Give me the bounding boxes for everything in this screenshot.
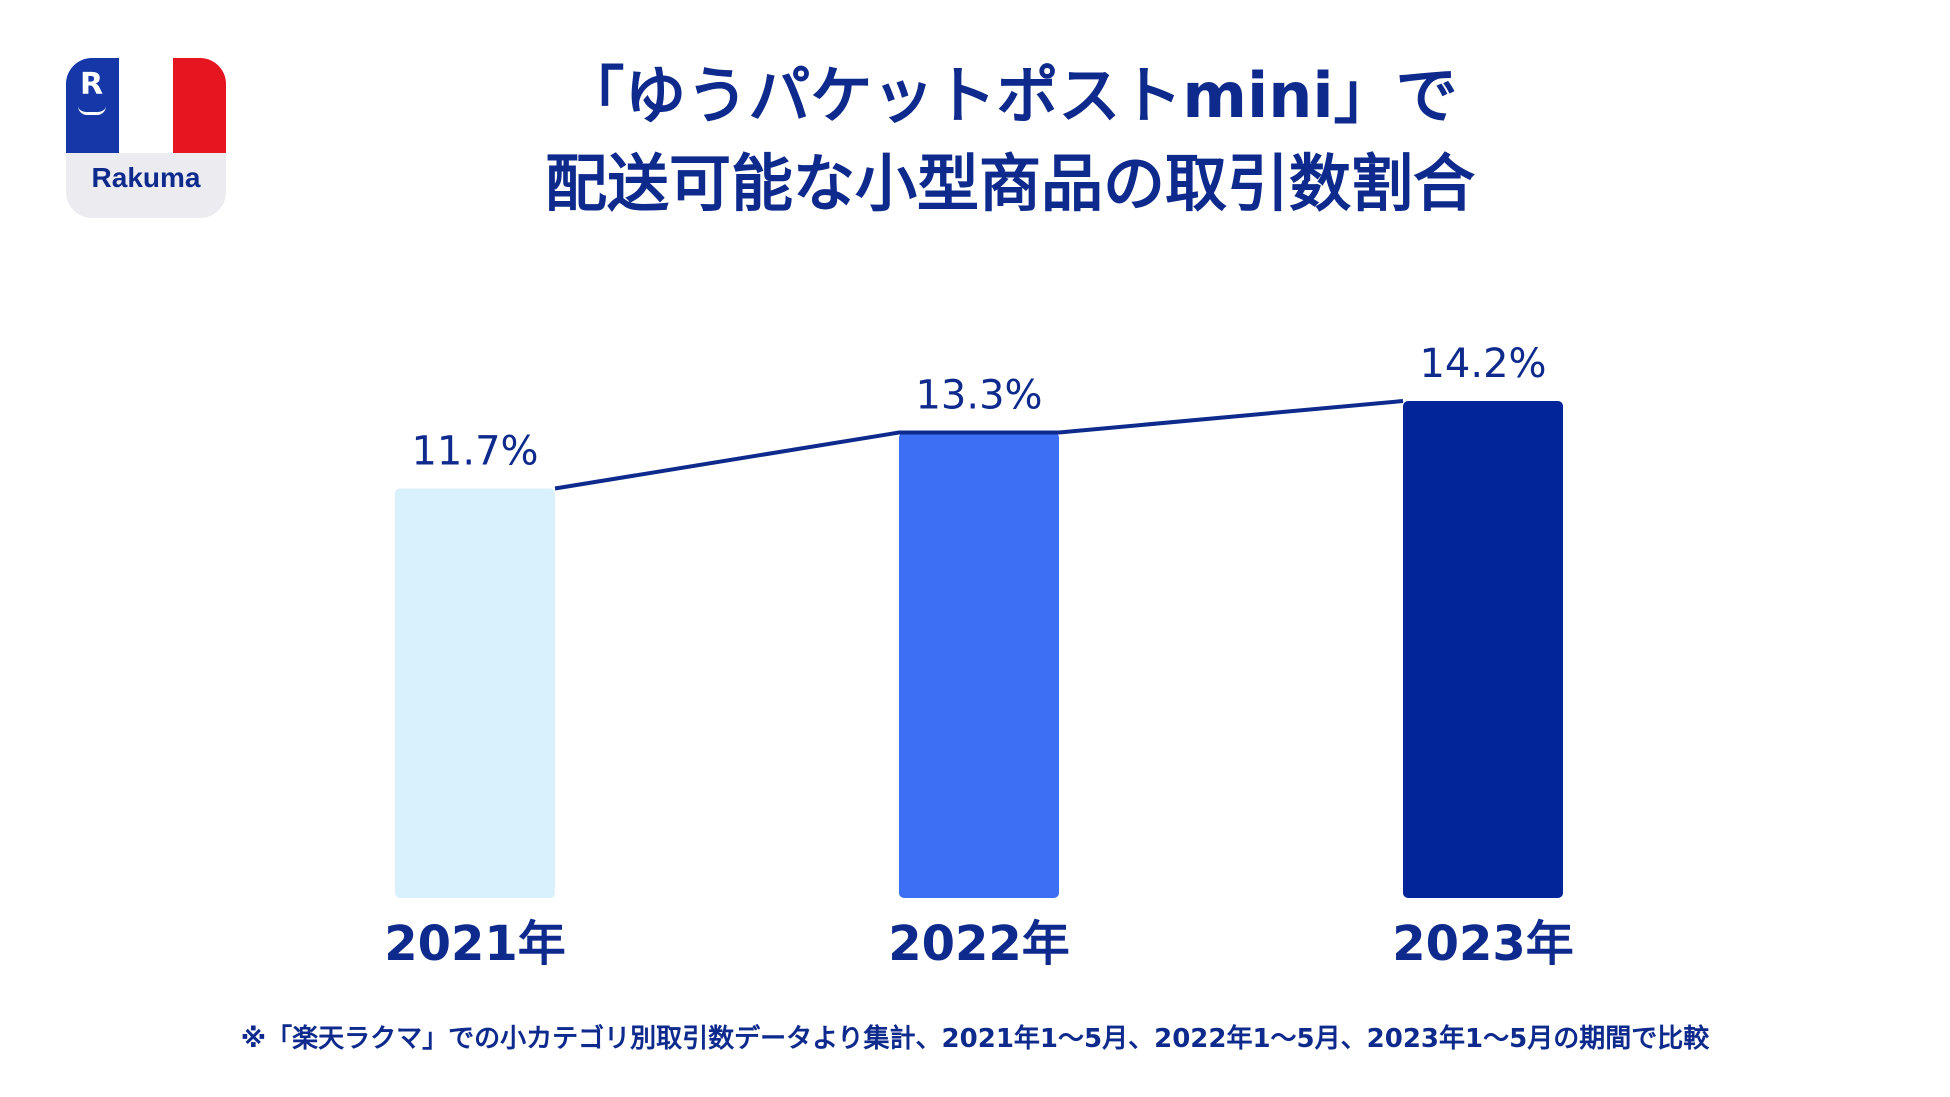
value-label-1: 11.7% [411, 429, 538, 475]
category-label-1: 2021年 [384, 916, 566, 972]
trend-line [554, 399, 1404, 491]
bar-3 [1403, 401, 1563, 898]
swoosh-icon [78, 106, 106, 115]
rakuten-r-icon: R [80, 67, 104, 102]
chart-title: 「ゆうパケットポストmini」で 配送可能な小型商品の取引数割合 [300, 52, 1720, 228]
value-label-2: 13.3% [915, 373, 1042, 419]
category-label-2: 2022年 [888, 916, 1070, 972]
bar-chart: 11.7% 13.3% 14.2% 2021年 2022年 2023年 [384, 341, 1574, 972]
bar-2 [899, 432, 1059, 898]
rakuma-logo: R Rakuma [66, 58, 226, 218]
category-label-3: 2023年 [1392, 916, 1574, 972]
logo-brand-text: Rakuma [91, 162, 201, 193]
value-label-3: 14.2% [1419, 341, 1546, 387]
chart-title-line-2: 配送可能な小型商品の取引数割合 [544, 147, 1475, 220]
chart-title-line-1: 「ゆうパケットポストmini」で [562, 59, 1458, 132]
bar-1 [395, 488, 555, 898]
footnote: ※「楽天ラクマ」での小カテゴリ別取引数データより集計、2021年1〜5月、202… [240, 1024, 1710, 1054]
